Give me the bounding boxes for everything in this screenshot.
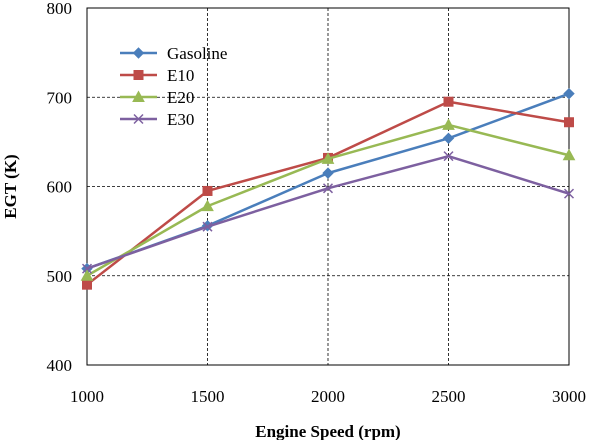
x-tick-label: 3000 — [552, 387, 586, 406]
data-point — [202, 221, 213, 232]
y-tick-label: 800 — [47, 0, 73, 18]
x-tick-label: 1500 — [191, 387, 225, 406]
data-point — [442, 118, 455, 130]
legend-label: Gasoline — [167, 44, 227, 63]
x-tick-label: 2000 — [311, 387, 345, 406]
x-marker-stroke — [443, 151, 454, 162]
legend-marker — [133, 70, 144, 80]
data-point — [564, 117, 574, 128]
x-marker-stroke — [81, 263, 93, 274]
y-tick-label: 700 — [47, 88, 73, 107]
data-point — [443, 96, 454, 107]
y-tick-label: 600 — [47, 178, 73, 197]
data-point — [82, 279, 92, 290]
legend-marker — [132, 90, 145, 102]
series-group — [80, 87, 576, 290]
series-e20 — [80, 118, 576, 281]
data-point — [442, 132, 455, 145]
x-axis-title: Engine Speed (rpm) — [255, 422, 400, 440]
legend: Gasoline E10 E20 E30 — [120, 44, 227, 129]
legend-item: E20 — [120, 88, 194, 107]
data-point — [201, 199, 214, 212]
x-marker-stroke — [133, 113, 144, 125]
grid — [87, 8, 569, 365]
data-point — [443, 151, 454, 162]
legend-marker — [132, 47, 145, 59]
data-point — [81, 263, 93, 274]
data-point — [563, 188, 575, 199]
data-point — [322, 167, 334, 179]
x-marker-stroke — [202, 221, 213, 232]
legend-label: E10 — [167, 66, 194, 85]
data-point — [80, 269, 94, 281]
legend-marker — [133, 113, 144, 125]
series-e30 — [81, 151, 575, 274]
tick-labels: 400 500 600 700 800 1000 1500 2000 2500 3000 — [47, 0, 587, 406]
data-point — [321, 152, 335, 164]
data-point — [202, 185, 213, 196]
legend-item: E10 — [120, 66, 194, 85]
y-tick-label: 500 — [47, 267, 73, 286]
plot-area-border — [86, 7, 570, 366]
x-tick-label: 2500 — [432, 387, 466, 406]
y-axis-title: EGT (K) — [1, 154, 20, 218]
x-tick-label: 1000 — [70, 387, 104, 406]
x-marker-stroke — [322, 183, 334, 194]
legend-label: E30 — [167, 110, 194, 129]
legend-item: E30 — [120, 110, 194, 129]
data-point — [563, 87, 575, 100]
x-marker-stroke — [563, 188, 575, 199]
data-point — [562, 148, 576, 161]
data-point — [322, 183, 334, 194]
legend-item: Gasoline — [120, 44, 227, 63]
y-tick-label: 400 — [47, 356, 73, 375]
legend-label: E20 — [167, 88, 194, 107]
